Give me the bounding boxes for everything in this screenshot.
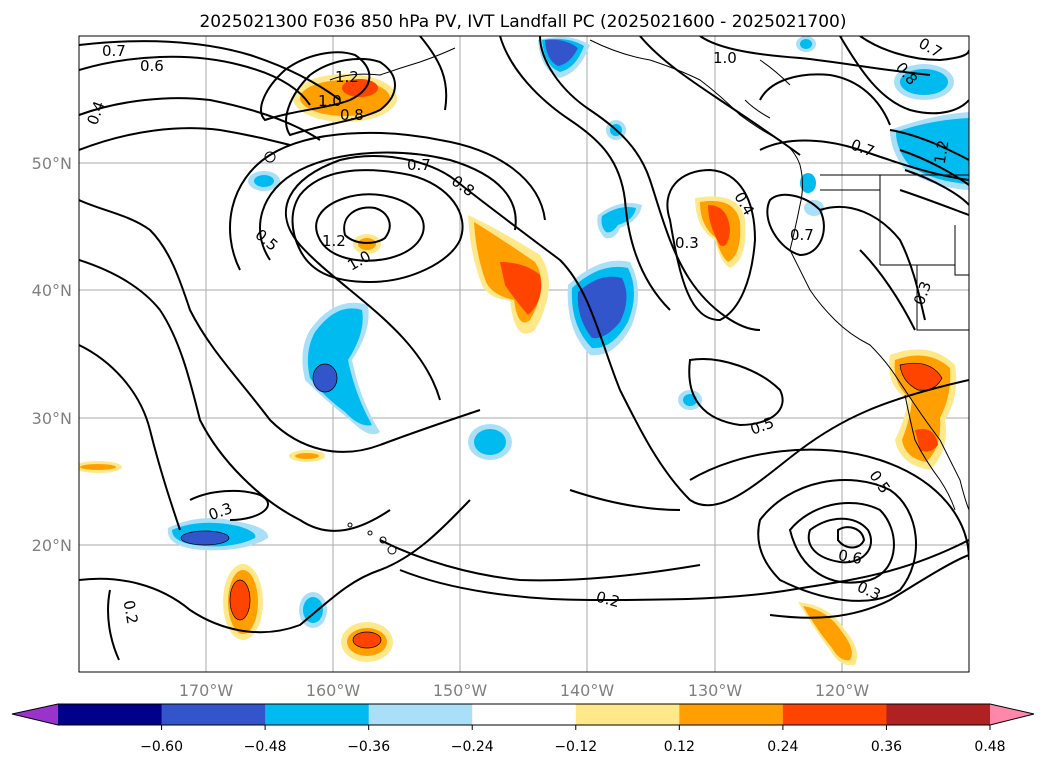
lat-label: 40°N [32,281,72,300]
contour-1-0-low [343,206,391,244]
contour-0-6-south [788,502,895,584]
coastline-north-america [589,39,969,511]
contour-0-6 [79,55,311,106]
contour-label: 1.2 [931,139,953,166]
colorbar-segment [368,704,473,725]
contour-label: 0.2 [120,599,142,626]
contour-0-5-main [284,155,969,507]
contour-label: 1.2 [335,68,359,86]
lat-label: 50°N [32,154,72,173]
colorbar-tick-label: −0.12 [554,739,597,755]
contour-label: 1.0 [318,92,342,110]
lon-label: 130°W [688,681,743,700]
colorbar-outline [11,703,1035,726]
contour-0-3-ne [666,168,757,322]
colorbar-segment [575,704,680,725]
contour-0-7-bc [766,193,825,257]
lat-label: 20°N [32,536,72,555]
colorbar-extend-max [990,704,1034,725]
contour-0-7-low [291,169,464,284]
coastline-baja [904,394,956,511]
contour-label: 0.7 [407,156,431,174]
lon-label: 160°W [306,681,361,700]
colorbar-tick-label: −0.36 [347,739,390,755]
contour-0-5-ne [688,358,784,427]
contour-label: 0.2 [594,588,622,612]
map-background [79,36,969,672]
contour-label: 1.2 [322,232,346,250]
longitude-labels: 170°W 160°W 150°W 140°W 130°W 120°W [179,681,870,700]
colorbar-tick-label: 0.48 [974,739,1005,755]
contour-label: 0.6 [837,546,864,568]
contour-0-2-west [107,589,120,661]
colorbar-ticks: −0.60 −0.48 −0.36 −0.24 −0.12 0.12 0.24 0.36 0.4… [140,725,1006,755]
colorbar-segment [782,704,887,725]
colorbar-tick-label: 0.36 [871,739,902,755]
contour-label: 1.0 [713,49,737,67]
colorbar-segment [265,704,370,725]
colorbar-segment [679,704,784,725]
colorbar-segments [58,704,991,725]
figure-title: 2025021300 F036 850 hPa PV, IVT Landfall… [199,12,846,32]
contour-0-2-south [399,539,969,602]
colorbar-tick-label: 0.24 [767,739,798,755]
contour-label: 0.3 [675,234,699,252]
contour-label: 0.8 [340,106,364,124]
contour-label: 0.7 [102,42,126,60]
hawaii-islands [347,522,353,528]
colorbar-tick-label: −0.60 [140,739,183,755]
lon-label: 140°W [560,681,615,700]
colorbar-tick-label: −0.48 [244,739,287,755]
colorbar-tick-label: −0.24 [451,739,494,755]
lat-label: 30°N [32,409,72,428]
shade-outlines [180,362,943,649]
latitude-labels: 50°N 40°N 30°N 20°N [32,154,72,555]
contour-0-3-west [189,489,269,521]
map-panel: 0.7 0.6 0.4 1.2 1.0 0.8 0.7 0.8 1.2 1.0 … [78,35,970,673]
colorbar-segment [58,704,163,725]
colorbar-segment [472,704,577,725]
colorbar: −0.60 −0.48 −0.36 −0.24 −0.12 0.12 0.24 0.36 0.4… [11,703,1035,755]
coastline-aleutians [329,47,456,81]
lon-label: 150°W [433,681,488,700]
colorbar-extend-min [12,704,58,725]
colorbar-tick-label: 0.12 [664,739,695,755]
map-frame [78,35,970,673]
lon-label: 120°W [815,681,870,700]
lon-label: 170°W [179,681,234,700]
contour-1-0-north [699,36,931,76]
colorbar-segment [161,704,266,725]
colorbar-segment [886,704,991,725]
contours [79,36,969,661]
contour-label: 0.6 [140,57,164,75]
contour-1-2-aleutian [285,57,396,137]
contour-label: 0.7 [790,226,814,244]
